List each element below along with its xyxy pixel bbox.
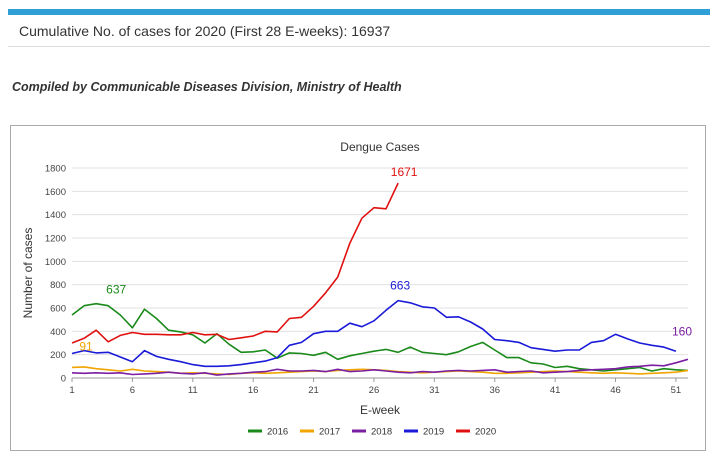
summary-box: Cumulative No. of cases for 2020 (First …	[8, 15, 710, 47]
y-tick-label: 600	[50, 304, 66, 315]
x-tick-label: 46	[610, 385, 621, 396]
data-label-2019: 663	[390, 279, 410, 293]
x-axis-label: E-week	[360, 403, 401, 417]
legend-label-2016: 2016	[267, 427, 288, 438]
data-label-2017: 91	[79, 339, 93, 353]
data-label-2018: 160	[672, 324, 692, 338]
data-label-2020: 1671	[391, 165, 418, 179]
x-tick-label: 6	[130, 385, 135, 396]
y-axis-label: Number of cases	[21, 228, 35, 319]
series-line-2016	[71, 302, 689, 372]
top-accent-bar	[8, 9, 710, 15]
y-tick-label: 1400	[45, 210, 66, 221]
chart-title: Dengue Cases	[340, 140, 419, 154]
y-tick-label: 400	[50, 327, 66, 338]
legend-label-2020: 2020	[475, 427, 496, 438]
x-tick-label: 41	[550, 385, 561, 396]
compiled-by-text: Compiled by Communicable Diseases Divisi…	[12, 80, 402, 94]
chart-frame	[10, 125, 706, 451]
y-tick-label: 1800	[45, 164, 66, 175]
x-tick-label: 31	[429, 385, 440, 396]
y-tick-label: 200	[50, 350, 66, 361]
x-tick-label: 21	[308, 385, 319, 396]
series-line-2020	[71, 182, 399, 344]
series-line-2018	[71, 358, 689, 376]
legend-label-2017: 2017	[319, 427, 340, 438]
legend-label-2018: 2018	[371, 427, 392, 438]
x-tick-label: 11	[188, 385, 198, 396]
data-label-2016: 637	[106, 283, 126, 297]
x-tick-label: 16	[248, 385, 259, 396]
series-line-2019	[71, 299, 677, 368]
x-tick-label: 26	[369, 385, 380, 396]
y-tick-label: 1000	[45, 257, 66, 268]
cumulative-cases-text: Cumulative No. of cases for 2020 (First …	[19, 23, 391, 39]
x-tick-label: 36	[489, 385, 500, 396]
y-tick-label: 800	[50, 280, 66, 291]
y-tick-label: 1200	[45, 234, 66, 245]
legend-label-2019: 2019	[423, 427, 444, 438]
x-tick-label: 51	[671, 385, 682, 396]
y-tick-label: 1600	[45, 187, 66, 198]
y-tick-label: 0	[61, 374, 66, 385]
x-tick-label: 1	[69, 385, 74, 396]
